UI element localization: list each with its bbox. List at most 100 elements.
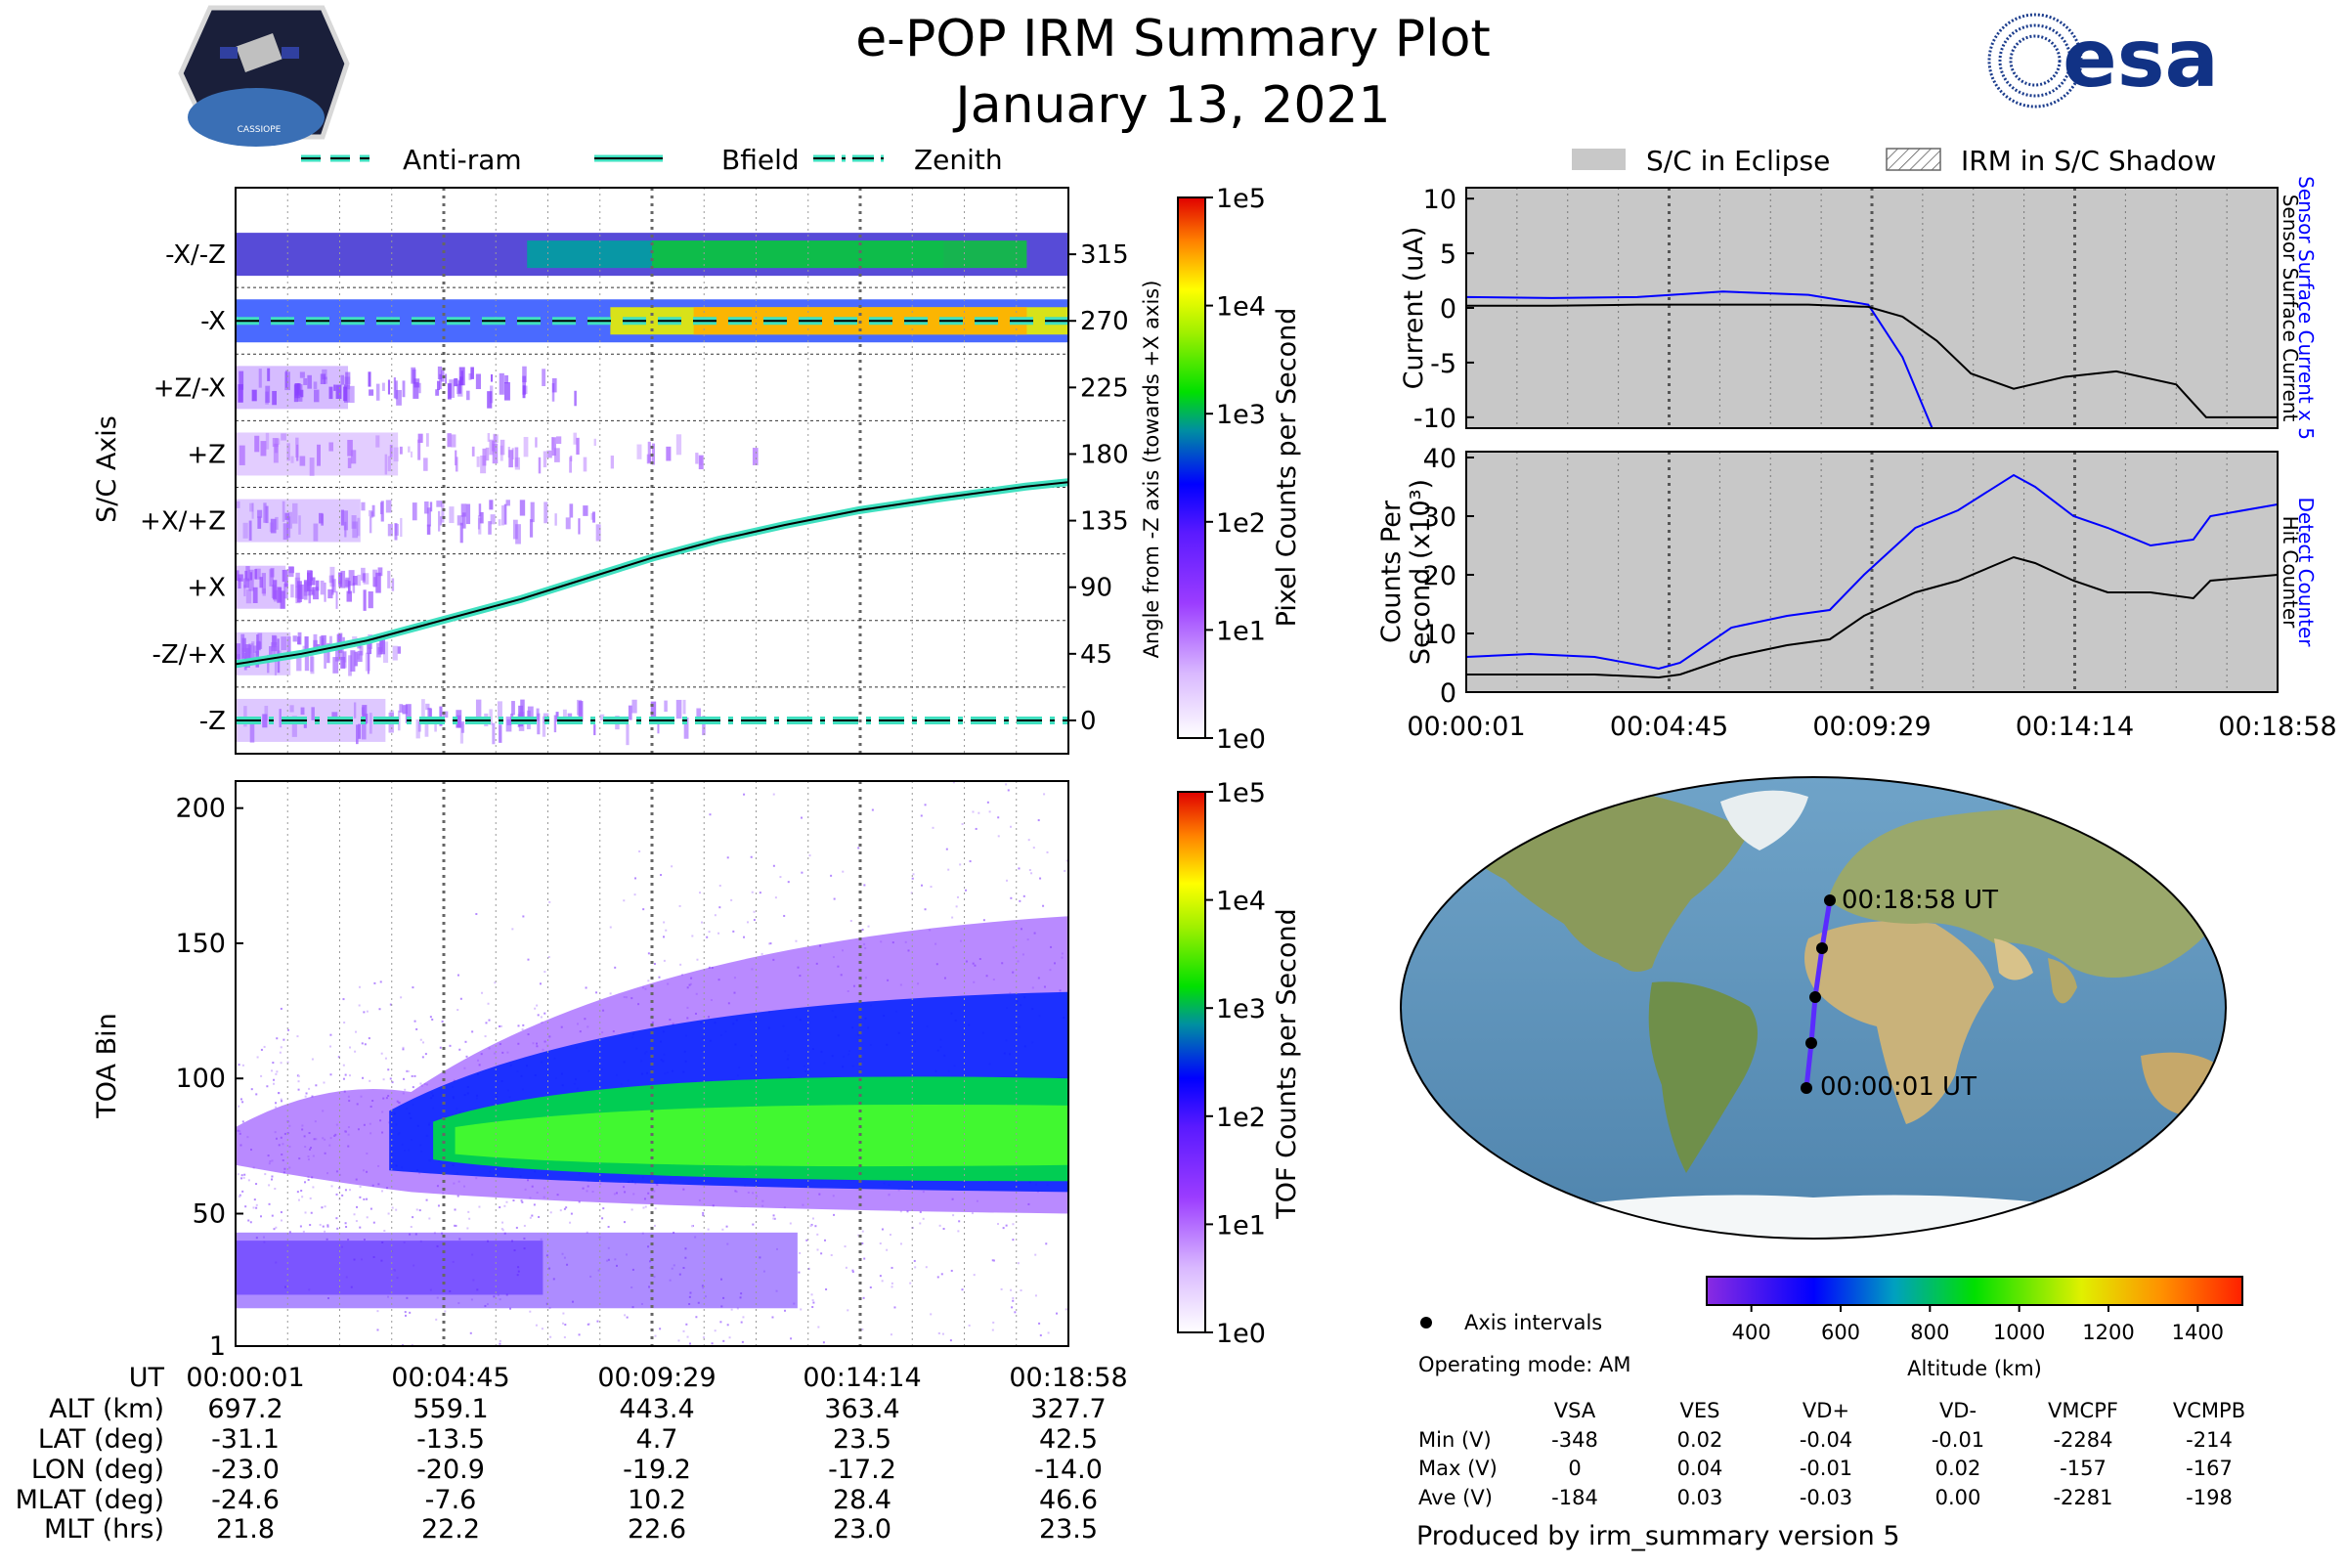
heatmap-speck-6	[348, 655, 352, 676]
toa-speck	[633, 893, 636, 896]
heatmap-speck-3	[408, 446, 411, 453]
legend-eclipse: S/C in Eclipse	[1646, 145, 1830, 177]
counts-x-tick-label: 00:14:14	[2016, 712, 2134, 742]
toa-speck	[307, 1178, 310, 1181]
heatmap-speck-4	[441, 501, 445, 523]
toa-speck	[937, 1331, 940, 1334]
toa-speck	[276, 1037, 279, 1040]
toa-speck	[919, 1222, 922, 1225]
heatmap-speck-2	[468, 372, 472, 380]
heatmap-speck-3	[593, 438, 596, 447]
pixel-y-tick-label: -Z/+X	[152, 640, 226, 670]
utc-cell: 10.2	[628, 1485, 686, 1515]
toa-speck	[769, 942, 772, 945]
toa-speck	[404, 1314, 407, 1317]
toa-speck	[654, 1334, 657, 1337]
voltage-cell: 0	[1568, 1457, 1581, 1480]
heatmap-speck-2	[300, 389, 304, 398]
toa-speck	[280, 1046, 282, 1049]
toa-speck	[415, 1208, 418, 1211]
heatmap-speck-2	[314, 389, 320, 403]
heatmap-speck-5	[391, 578, 395, 591]
toa-speck	[891, 1285, 893, 1288]
heatmap-speck-2	[343, 384, 350, 403]
heatmap-speck-5	[327, 588, 333, 599]
heatmap-speck-3	[482, 448, 487, 466]
toa-speck	[1032, 847, 1035, 849]
toa-speck	[311, 1095, 314, 1098]
heatmap-speck-5	[311, 587, 314, 595]
heatmap-speck-4	[298, 515, 301, 535]
y-tick-label: 0	[1440, 294, 1456, 325]
toa-speck	[886, 1248, 889, 1251]
heatmap-speck-2	[335, 384, 342, 400]
heatmap-speck-3	[514, 457, 520, 470]
toa-speck	[362, 1076, 365, 1079]
heatmap-speck-3	[523, 436, 529, 457]
toa-speck	[329, 1073, 332, 1076]
toa-speck	[721, 1228, 724, 1231]
toa-speck	[268, 1184, 271, 1187]
toa-speck	[522, 1024, 525, 1026]
toa-speck	[428, 1217, 431, 1220]
toa-speck	[891, 1282, 893, 1285]
toa-speck	[349, 1046, 352, 1049]
heatmap-speck-3	[239, 445, 245, 465]
toa-speck	[335, 1193, 338, 1196]
heatmap-speck-6	[245, 647, 250, 669]
heatmap-speck-6	[304, 636, 309, 655]
voltage-cell: 0.03	[1677, 1486, 1723, 1509]
toa-speck	[801, 871, 804, 874]
heatmap-speck-3	[752, 448, 759, 465]
toa-speck	[537, 1014, 540, 1017]
toa-speck	[429, 1016, 432, 1019]
toa-speck	[379, 980, 382, 983]
heatmap-speck-2	[435, 389, 440, 396]
heatmap-speck-3	[399, 446, 403, 455]
map-start-label: 00:00:01 UT	[1820, 1072, 1977, 1102]
map-end-label: 00:18:58 UT	[1842, 886, 1998, 915]
toa-speck	[609, 926, 612, 929]
colorbar-tick-label: 1e0	[1216, 1319, 1266, 1349]
toa-speck	[363, 1011, 366, 1014]
toa-speck	[563, 1207, 566, 1210]
toa-speck	[387, 1212, 390, 1215]
toa-speck	[475, 913, 478, 916]
toa-speck	[771, 1316, 774, 1319]
toa-speck	[972, 810, 975, 813]
heatmap-speck-2	[402, 380, 406, 398]
heatmap-speck-5	[346, 590, 353, 602]
toa-speck	[1009, 825, 1012, 828]
toa-speck	[752, 1223, 755, 1226]
pixel-y-label: S/C Axis	[92, 415, 122, 523]
toa-speck	[947, 868, 950, 871]
toa-speck	[570, 1212, 573, 1215]
toa-speck	[662, 936, 665, 938]
heatmap-speck-3	[489, 439, 494, 456]
toa-speck	[342, 1064, 345, 1067]
toa-speck	[718, 906, 721, 909]
heatmap-speck-7	[626, 723, 630, 746]
heatmap-speck-7	[425, 703, 430, 711]
toa-speck	[273, 1078, 276, 1081]
voltage-cell: -184	[1551, 1486, 1598, 1509]
colorbar-tick-label: 1e5	[1216, 778, 1266, 808]
heatmap-speck-2	[284, 370, 288, 388]
heatmap-speck-2	[475, 373, 481, 390]
toa-speck	[268, 1202, 271, 1205]
heatmap-speck-7	[460, 720, 465, 733]
heatmap-speck-5	[352, 576, 358, 586]
utc-cell: 4.7	[636, 1424, 678, 1455]
counts-y-label-line2: Second (x10³)	[1406, 479, 1436, 665]
toa-speck	[790, 1337, 793, 1340]
heatmap-speck-3	[476, 456, 480, 467]
voltage-header: VD+	[1803, 1399, 1849, 1422]
toa-speck	[753, 919, 756, 922]
toa-speck	[376, 1310, 379, 1313]
heatmap-speck-2	[258, 369, 262, 388]
toa-speck	[565, 1206, 568, 1209]
heatmap-speck-6	[240, 652, 247, 660]
toa-speck	[329, 1045, 332, 1048]
heatmap-speck-7	[427, 707, 432, 723]
toa-speck	[861, 1328, 864, 1330]
